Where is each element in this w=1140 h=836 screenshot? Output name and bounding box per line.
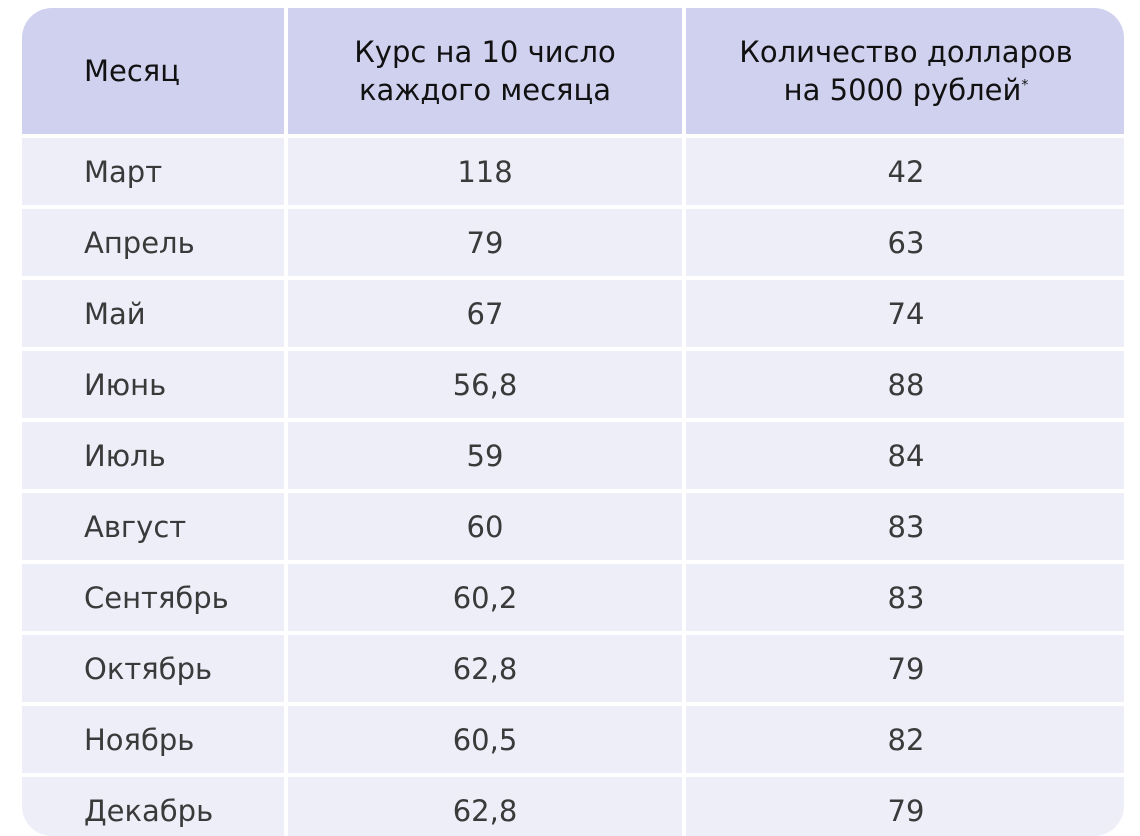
cell-rate-value: 60,5 [452,722,518,757]
footnote-mark: * [1021,77,1029,94]
cell-dollars: 42 [686,138,1124,205]
header-dollars: Количество долларов на 5000 рублей* [686,8,1124,134]
cell-dollars: 88 [686,351,1124,418]
cell-rate: 118 [288,138,682,205]
cell-rate: 79 [288,209,682,276]
cell-rate: 62,8 [288,777,682,836]
cell-dollars: 79 [686,777,1124,836]
cell-month: Июнь [22,351,284,418]
cell-dollars-value: 74 [887,296,925,331]
cell-dollars-value: 88 [887,367,925,402]
cell-dollars-value: 79 [887,651,925,686]
cell-rate-value: 62,8 [452,651,518,686]
header-month-label: Месяц [84,54,180,88]
cell-rate-value: 62,8 [452,794,518,828]
cell-dollars-value: 84 [887,438,925,473]
cell-month: Апрель [22,209,284,276]
exchange-rate-table: Месяц Курс на 10 число каждого месяца Ко… [22,8,1124,836]
header-rate-line1: Курс на 10 число [354,35,616,69]
cell-dollars: 74 [686,280,1124,347]
cell-month-value: Апрель [84,225,195,260]
cell-month: Сентябрь [22,564,284,631]
header-dollars-line2: на 5000 рублей* [739,71,1072,109]
cell-month-value: Март [84,154,163,189]
cell-month: Октябрь [22,635,284,702]
header-month: Месяц [22,8,284,134]
cell-rate: 59 [288,422,682,489]
table-grid: Месяц Курс на 10 число каждого месяца Ко… [22,8,1124,836]
cell-dollars-value: 82 [887,722,925,757]
cell-rate: 62,8 [288,635,682,702]
cell-rate: 56,8 [288,351,682,418]
cell-month: Май [22,280,284,347]
cell-month-value: Сентябрь [84,580,229,615]
cell-month: Август [22,493,284,560]
cell-dollars: 83 [686,493,1124,560]
cell-month-value: Ноябрь [84,722,195,757]
cell-dollars: 82 [686,706,1124,773]
cell-dollars-value: 63 [887,225,925,260]
cell-month: Декабрь [22,777,284,836]
cell-month-value: Декабрь [84,794,214,828]
cell-dollars: 79 [686,635,1124,702]
cell-month: Март [22,138,284,205]
cell-dollars: 84 [686,422,1124,489]
cell-rate-value: 67 [466,296,504,331]
header-rate-line2: каждого месяца [358,73,611,107]
cell-month-value: Июнь [84,367,167,402]
cell-month-value: Май [84,296,146,331]
cell-month: Июль [22,422,284,489]
cell-rate: 60 [288,493,682,560]
cell-rate-value: 56,8 [452,367,518,402]
header-dollars-line2-text: на 5000 рублей [783,73,1022,107]
cell-rate-value: 118 [457,154,513,189]
cell-rate-value: 59 [466,438,504,473]
cell-rate-value: 60,2 [452,580,518,615]
cell-dollars: 83 [686,564,1124,631]
cell-rate: 67 [288,280,682,347]
cell-dollars: 63 [686,209,1124,276]
header-rate: Курс на 10 число каждого месяца [288,8,682,134]
cell-rate-value: 79 [466,225,504,260]
cell-month-value: Июль [84,438,166,473]
cell-rate-value: 60 [466,509,504,544]
cell-rate: 60,5 [288,706,682,773]
cell-dollars-value: 79 [887,794,925,828]
cell-dollars-value: 42 [887,154,925,189]
cell-dollars-value: 83 [887,509,925,544]
cell-month-value: Октябрь [84,651,213,686]
cell-month-value: Август [84,509,187,544]
cell-month: Ноябрь [22,706,284,773]
cell-dollars-value: 83 [887,580,925,615]
cell-rate: 60,2 [288,564,682,631]
header-dollars-line1: Количество долларов [739,35,1073,69]
